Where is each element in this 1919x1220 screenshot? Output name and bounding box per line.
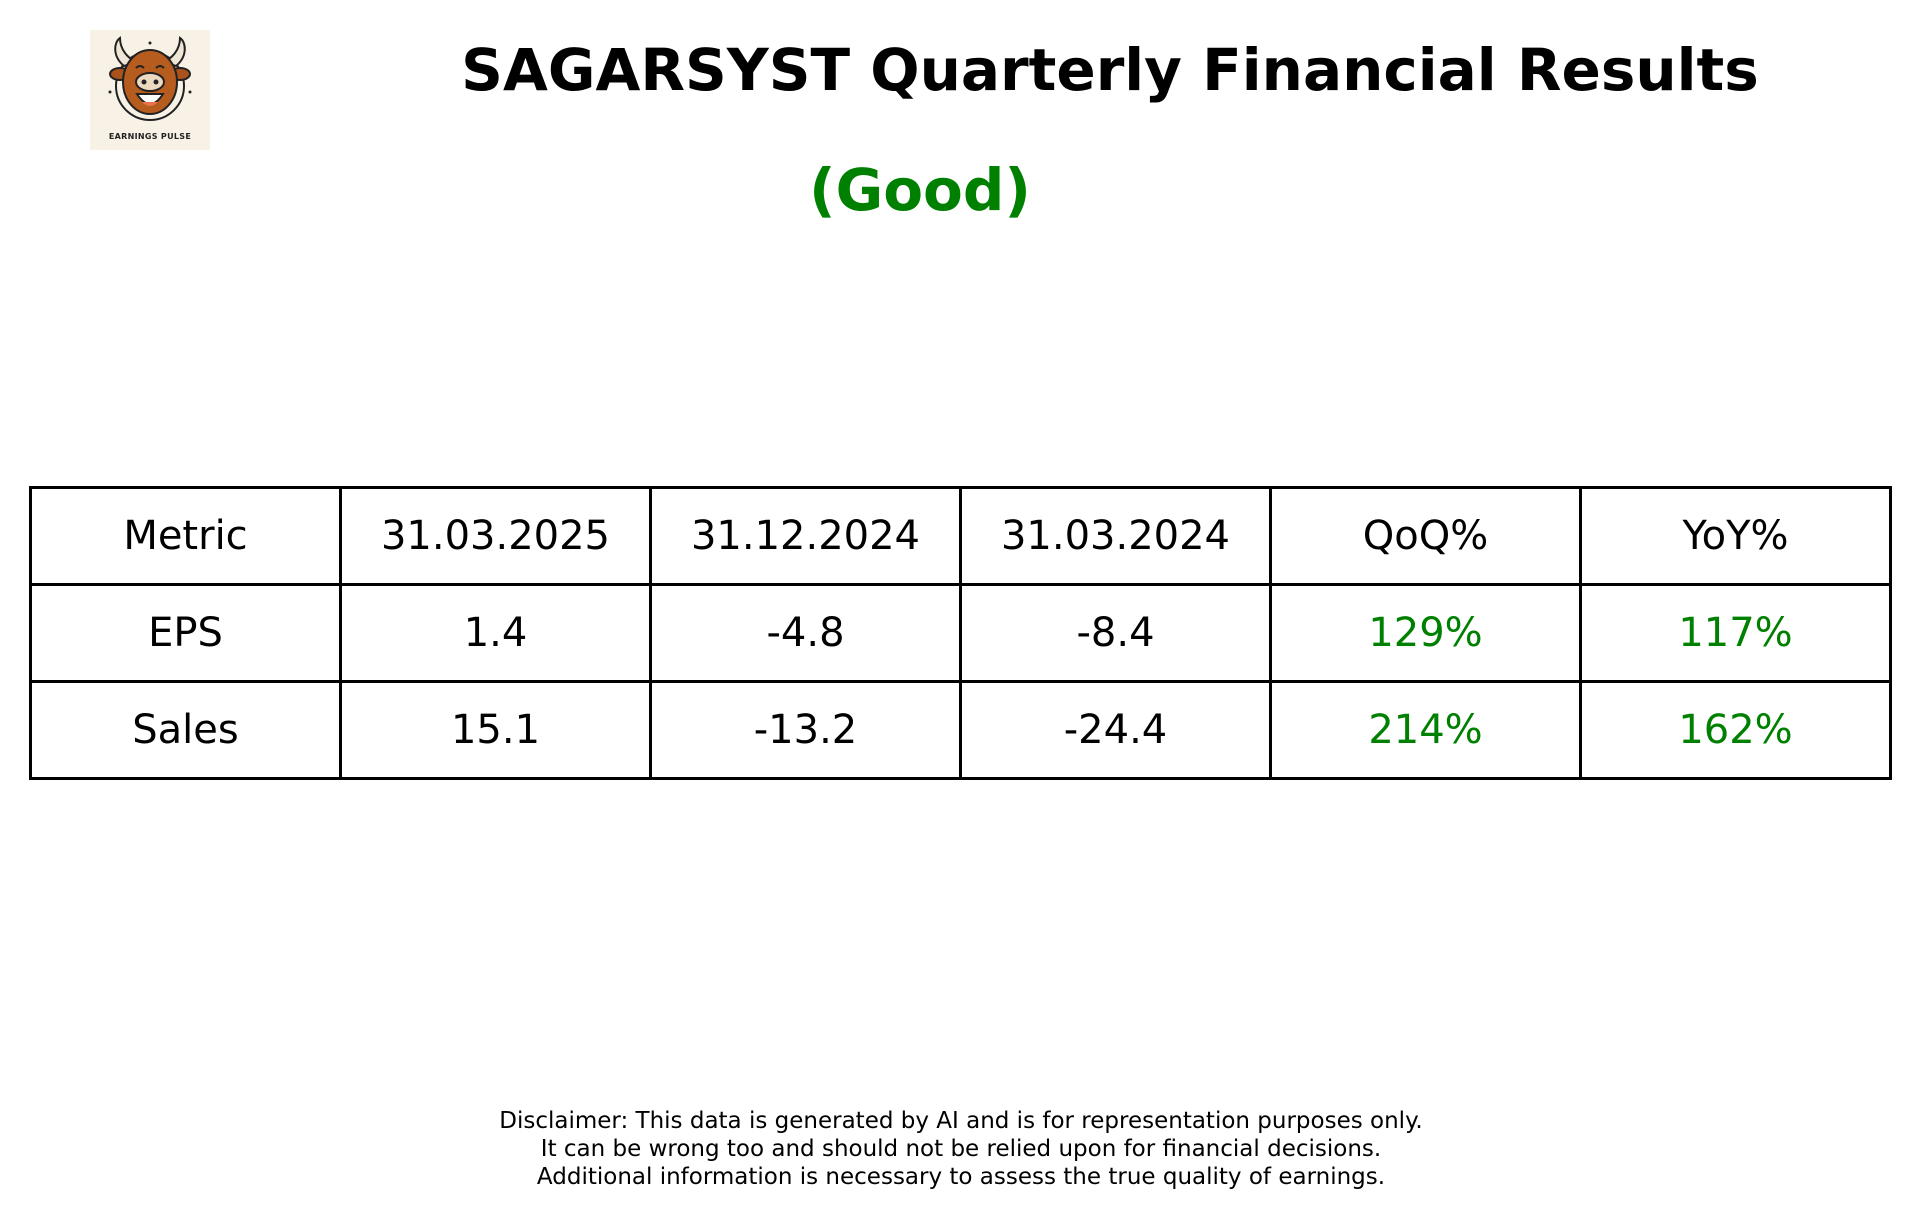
logo-text: EARNINGS PULSE [108, 132, 192, 141]
disclaimer-line: Disclaimer: This data is generated by AI… [499, 1108, 1423, 1134]
value-cell: -4.8 [649, 583, 962, 683]
page-title: SAGARSYST Quarterly Financial Results [461, 36, 1759, 104]
table-row: Sales 15.1 -13.2 -24.4 214% 162% [29, 680, 1892, 780]
qoq-cell: 129% [1269, 583, 1582, 683]
column-header-qoq: QoQ% [1269, 486, 1582, 586]
rating-label: (Good) [809, 156, 1031, 224]
results-table: Metric 31.03.2025 31.12.2024 31.03.2024 … [29, 486, 1892, 780]
disclaimer-line: It can be wrong too and should not be re… [540, 1136, 1382, 1162]
column-header-q3: 31.03.2024 [959, 486, 1272, 586]
bull-face-icon [108, 36, 192, 121]
value-cell: 1.4 [339, 583, 652, 683]
value-cell: 15.1 [339, 680, 652, 780]
column-header-q1: 31.03.2025 [339, 486, 652, 586]
column-header-yoy: YoY% [1579, 486, 1892, 586]
column-header-metric: Metric [29, 486, 342, 586]
metric-cell: Sales [29, 680, 342, 780]
disclaimer: Disclaimer: This data is generated by AI… [300, 1107, 1622, 1191]
table-header-row: Metric 31.03.2025 31.12.2024 31.03.2024 … [29, 486, 1892, 586]
metric-cell: EPS [29, 583, 342, 683]
disclaimer-line: Additional information is necessary to a… [536, 1164, 1386, 1190]
yoy-cell: 162% [1579, 680, 1892, 780]
yoy-cell: 117% [1579, 583, 1892, 683]
value-cell: -13.2 [649, 680, 962, 780]
value-cell: -8.4 [959, 583, 1272, 683]
column-header-q2: 31.12.2024 [649, 486, 962, 586]
value-cell: -24.4 [959, 680, 1272, 780]
qoq-cell: 214% [1269, 680, 1582, 780]
table-row: EPS 1.4 -4.8 -8.4 129% 117% [29, 583, 1892, 683]
logo: EARNINGS PULSE [90, 30, 210, 150]
